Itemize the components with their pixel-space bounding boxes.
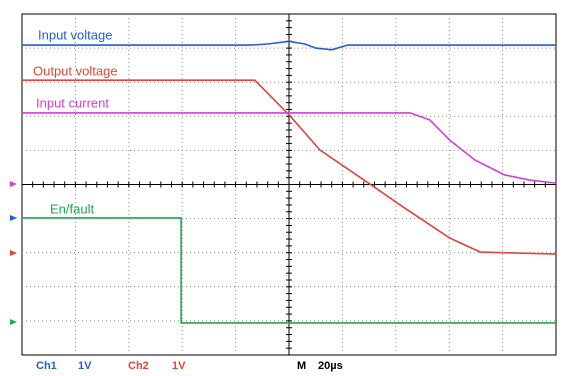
ch3-marker: [10, 319, 17, 325]
trace: [22, 112, 557, 184]
timebase-value: 20µs: [318, 360, 343, 372]
trace-label: Output voltage: [33, 63, 118, 78]
trace: [22, 79, 557, 255]
channel-name: Ch2: [128, 360, 149, 372]
timebase-label: M: [297, 360, 306, 372]
traces: [22, 40, 557, 324]
ch1-marker: [10, 215, 17, 221]
trace: [22, 40, 556, 51]
ch4-marker: [10, 181, 17, 187]
trace-label: Input voltage: [38, 27, 112, 42]
channel-scale: 1V: [78, 360, 92, 372]
channel-name: Ch1: [36, 360, 57, 372]
trace-labels: Input voltage Output voltage Input current…: [33, 27, 118, 216]
trace-label: En/fault: [50, 201, 94, 216]
channel-scale: 1V: [172, 360, 186, 372]
settings-bar: Ch1 1V Ch2 1V M 20µs: [36, 360, 343, 372]
trace-label: Input current: [36, 95, 109, 110]
ch2-marker: [10, 250, 17, 256]
trace: [22, 217, 556, 324]
